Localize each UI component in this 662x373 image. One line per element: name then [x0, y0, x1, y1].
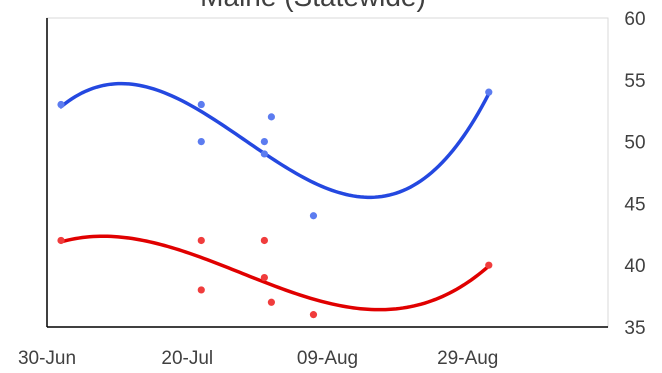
plot-area-border [46, 17, 609, 328]
data-point [57, 100, 65, 109]
y-tick-label: 60 [624, 9, 645, 30]
data-point [267, 113, 275, 121]
data-point [260, 138, 268, 146]
x-axis-ticks: 30-Jun 20-Jul 09-Aug 29-Aug [18, 348, 498, 369]
data-point [485, 88, 493, 96]
data-point [197, 286, 205, 294]
data-point [197, 138, 205, 146]
y-tick-label: 55 [624, 71, 645, 92]
data-point [309, 311, 318, 319]
x-tick-label: 09-Aug [297, 348, 358, 369]
data-point [267, 298, 275, 306]
data-point [197, 100, 205, 109]
data-points [57, 88, 493, 319]
trendlines [59, 81, 491, 312]
y-tick-label: 50 [624, 133, 645, 154]
chart-title: Maine (Statewide) [200, 0, 426, 12]
trendline-series-1 [59, 81, 491, 200]
data-point [485, 261, 493, 269]
data-point [57, 236, 65, 245]
x-tick-label: 29-Aug [437, 348, 498, 369]
data-point [309, 212, 318, 220]
data-point [260, 236, 268, 245]
y-tick-label: 45 [624, 194, 645, 215]
x-tick-label: 30-Jun [18, 348, 76, 369]
y-axis-ticks: 35 40 45 50 55 60 [624, 9, 645, 339]
x-tick-label: 20-Jul [161, 348, 213, 369]
y-tick-label: 35 [624, 318, 645, 339]
data-point [260, 150, 268, 158]
trendline-series-2 [59, 234, 491, 312]
data-point [260, 273, 268, 282]
y-tick-label: 40 [624, 256, 645, 277]
plot-area [46, 17, 609, 328]
data-point [197, 236, 205, 245]
